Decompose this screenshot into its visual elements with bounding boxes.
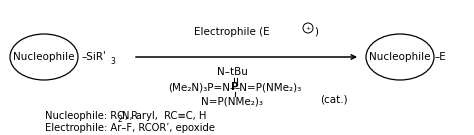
Text: Electrophile: Ar–F, RCOR’, epoxide: Electrophile: Ar–F, RCOR’, epoxide [45,123,215,133]
Text: P: P [231,82,239,92]
Text: Nucleophile: RO, R: Nucleophile: RO, R [45,111,138,121]
Text: +: + [305,26,310,31]
Text: –SiRʹ: –SiRʹ [82,52,107,62]
Text: Electrophile (E: Electrophile (E [194,27,270,37]
Text: ): ) [314,27,318,37]
Text: Nucleophile: Nucleophile [369,52,431,62]
Text: –N=P(NMe₂)₃: –N=P(NMe₂)₃ [235,82,302,92]
Text: Nucleophile: Nucleophile [13,52,75,62]
Text: –E: –E [435,52,447,62]
Text: N, aryl,  RC≡C, H: N, aryl, RC≡C, H [122,111,206,121]
Text: (Me₂N)₃P=N–: (Me₂N)₃P=N– [168,82,235,92]
Text: (cat.): (cat.) [320,94,347,104]
Text: N=P(NMe₂)₃: N=P(NMe₂)₃ [201,97,263,107]
Text: 2: 2 [118,114,123,124]
Text: N–tBu: N–tBu [217,67,247,77]
Text: 3: 3 [110,57,115,65]
